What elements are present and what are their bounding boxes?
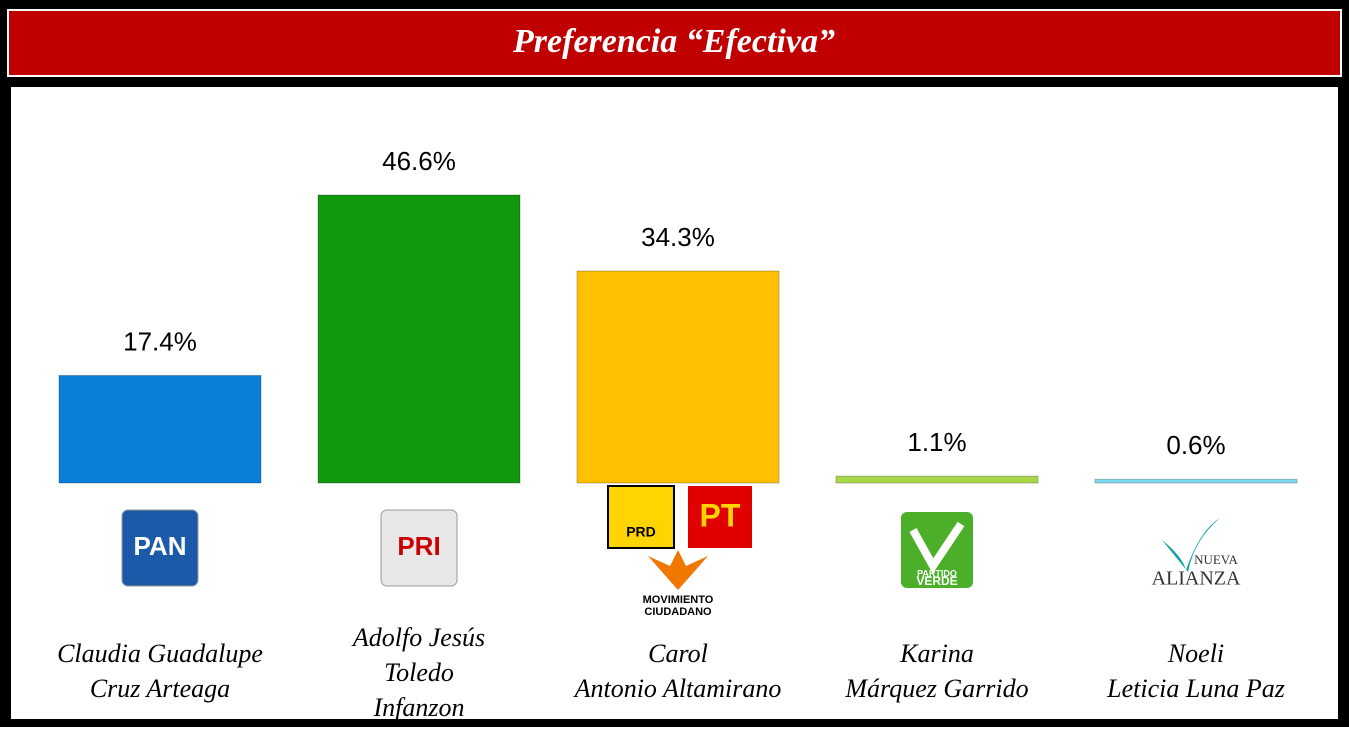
x-tick-label: Antonio Altamirano [573,674,782,703]
logo [909,521,965,574]
bar [58,374,262,484]
x-tick-label: Claudia Guadalupe [57,639,263,668]
logo-text: ALIANZA [1152,568,1241,590]
value-label: 34.3% [641,222,715,252]
logo-text: PARTIDO [917,568,957,578]
value-label: 46.6% [382,146,456,176]
logo [1162,518,1220,572]
logo-text: VERDE [916,574,957,588]
x-tick-label: Cruz Arteaga [90,674,230,703]
value-label: 1.1% [907,427,966,457]
x-tick-label: Adolfo Jesús [351,623,485,652]
logo-text: PRI [397,531,440,561]
logo-text: PRD [626,524,656,540]
chart-title: Preferencia “Efectiva” [512,23,835,60]
logo-text: MOVIMIENTO [643,594,714,606]
logo-text: CIUDADANO [644,606,712,618]
value-label: 17.4% [123,326,197,356]
bar [835,475,1039,484]
logo [380,509,458,587]
x-tick-label: Karina [899,639,974,668]
logo [121,509,199,587]
logo-text: PT [700,497,741,533]
bar [576,270,780,484]
x-tick-label: Márquez Garrido [844,674,1028,703]
x-tick-label: Infanzon [373,693,465,722]
x-tick-label: Carol [648,639,708,668]
logo [688,486,752,548]
logo [648,550,708,590]
value-label: 0.6% [1166,430,1225,460]
x-tick-label: Toledo [384,658,454,687]
x-tick-label: Leticia Luna Paz [1106,674,1285,703]
title-bar [7,9,1342,77]
logo-text: NUEVA [1194,552,1238,567]
logo [607,485,675,549]
bar [1094,478,1298,484]
x-tick-label: Noeli [1167,639,1224,668]
bar [317,194,521,484]
logo-text: PAN [134,531,187,561]
